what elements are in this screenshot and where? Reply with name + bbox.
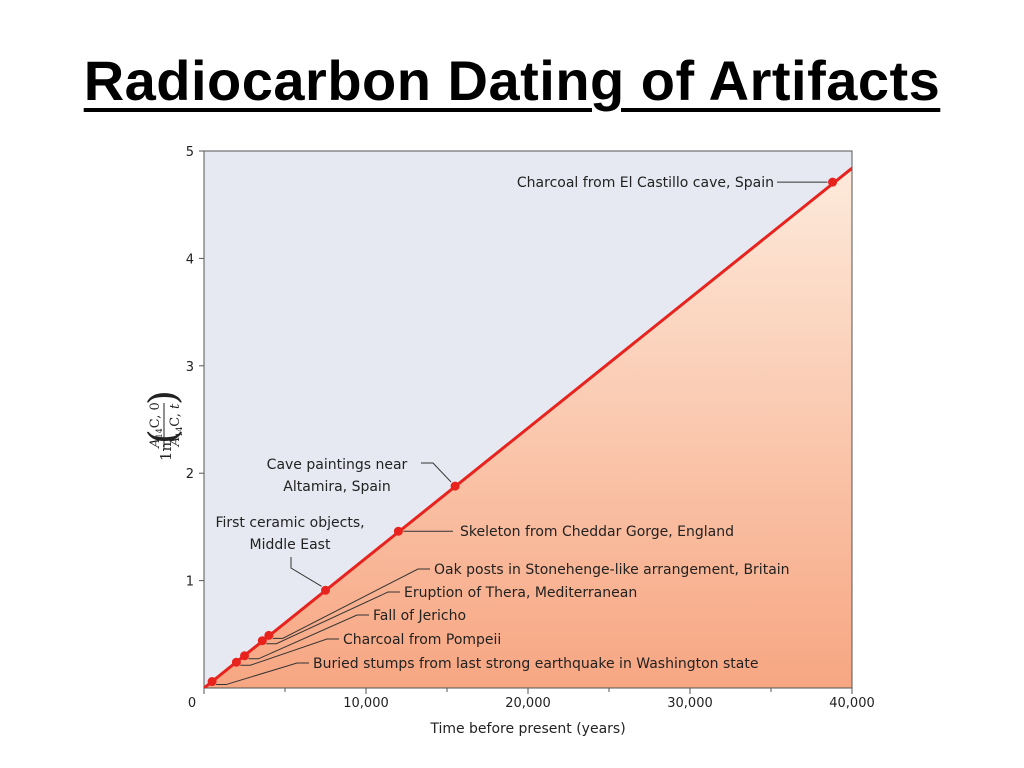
svg-text:): ) — [141, 390, 185, 405]
annotation-leader — [266, 591, 400, 645]
data-point — [321, 585, 330, 595]
data-points — [207, 177, 838, 687]
svg-text:(: ( — [141, 429, 185, 444]
data-point — [257, 636, 267, 646]
x-tick-label: 30,000 — [667, 696, 713, 711]
origin-tick-label: 0 — [188, 696, 196, 711]
annotation-label: Buried stumps from last strong earthquak… — [313, 656, 758, 672]
annotation-label: Cave paintings near — [267, 457, 408, 473]
annotation-label: Altamira, Spain — [283, 479, 390, 495]
y-tick-label: 2 — [186, 467, 194, 482]
annotation-label: Oak posts in Stonehenge-like arrangement… — [434, 562, 790, 578]
annotation-leader — [216, 662, 309, 686]
x-tick-label: 20,000 — [505, 696, 551, 711]
x-tick-label: 10,000 — [343, 696, 389, 711]
data-point — [207, 677, 217, 687]
annotation-leader — [421, 462, 452, 483]
slide-title: Radiocarbon Dating of Artifacts — [83, 49, 941, 112]
svg-text:A14C, t: A14C, t — [168, 403, 184, 447]
annotation-label: First ceramic objects, — [215, 515, 364, 531]
svg-text:1n: 1n — [157, 441, 175, 461]
data-point — [393, 526, 403, 536]
annotation-label: Skeleton from Cheddar Gorge, England — [460, 524, 734, 540]
data-point — [240, 651, 249, 661]
annotation-leader — [240, 638, 339, 666]
annotation-label: Eruption of Thera, Mediterranean — [404, 585, 637, 601]
y-tick-label: 5 — [186, 145, 194, 160]
fit-line — [204, 167, 852, 688]
annotation-leader — [290, 557, 322, 587]
annotation-leaders — [216, 181, 828, 686]
svg-text:A14C, 0: A14C, 0 — [148, 402, 164, 449]
annotation-label: Charcoal from Pompeii — [343, 632, 501, 648]
y-tick-label: 4 — [186, 252, 194, 267]
y-tick-label: 3 — [186, 360, 194, 375]
annotation-label: Charcoal from El Castillo cave, Spain — [517, 175, 774, 191]
annotation-leader — [272, 568, 430, 639]
annotation-label: Fall of Jericho — [373, 608, 466, 624]
data-point — [828, 177, 838, 187]
annotation-leader — [248, 614, 369, 660]
x-tick-label: 40,000 — [829, 696, 875, 711]
data-point — [264, 630, 274, 640]
data-point — [450, 481, 460, 491]
y-tick-label: 1 — [186, 575, 194, 590]
y-axis-label: 1n ( A14C, 0 A14C, t ) — [141, 390, 185, 461]
annotation-labels: Oak posts in Stonehenge-like arrangement… — [215, 175, 789, 672]
x-axis-label: Time before present (years) — [429, 721, 625, 737]
annotation-label: Middle East — [250, 537, 331, 553]
data-point — [231, 657, 241, 667]
